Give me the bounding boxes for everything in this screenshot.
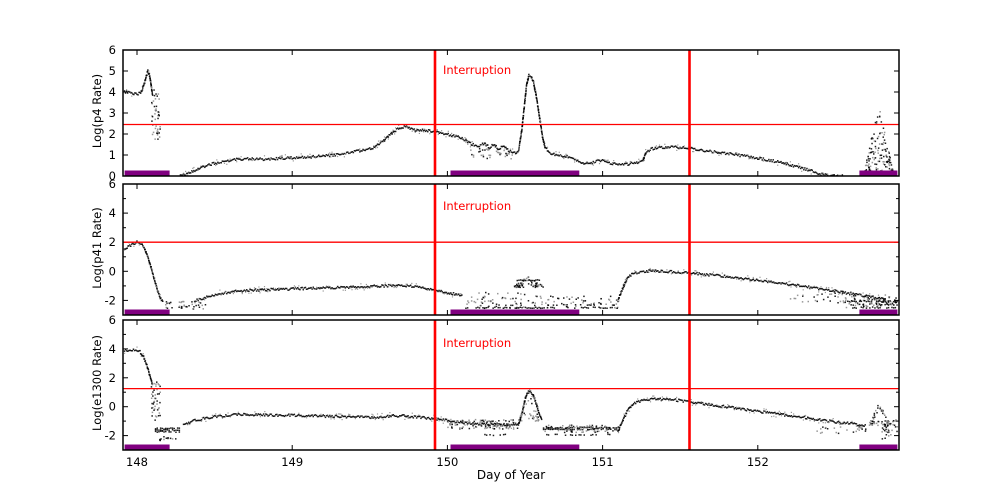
coverage-bar — [450, 170, 580, 176]
svg-text:0: 0 — [109, 264, 116, 278]
svg-text:2: 2 — [109, 235, 116, 249]
svg-text:-2: -2 — [105, 429, 116, 443]
coverage-bar — [859, 309, 898, 315]
svg-text:148: 148 — [126, 455, 148, 469]
svg-text:152: 152 — [747, 455, 769, 469]
coverage-bar — [859, 444, 898, 450]
coverage-bar — [450, 309, 580, 315]
svg-text:4: 4 — [109, 85, 116, 99]
data-points — [123, 240, 898, 310]
svg-text:151: 151 — [592, 455, 614, 469]
svg-text:6: 6 — [109, 177, 116, 191]
svg-text:0: 0 — [109, 400, 116, 414]
panel-p41: -2 0 2 4 6 — [105, 177, 900, 316]
svg-text:150: 150 — [436, 455, 458, 469]
svg-text:6: 6 — [109, 43, 116, 57]
svg-text:149: 149 — [281, 455, 303, 469]
svg-text:6: 6 — [109, 313, 116, 327]
svg-text:4: 4 — [109, 206, 116, 220]
coverage-bar — [859, 170, 898, 176]
coverage-bar — [124, 170, 170, 176]
svg-text:0: 0 — [109, 169, 116, 183]
coverage-bar — [124, 444, 170, 450]
svg-text:2: 2 — [109, 371, 116, 385]
panel-p4: 0 1 2 3 4 5 6 — [109, 43, 900, 183]
panel-e1300: -2 0 2 4 6 148 149 150 151 152 — [105, 313, 900, 469]
coverage-bar — [124, 309, 170, 315]
coverage-bar — [450, 444, 580, 450]
data-points — [123, 69, 894, 176]
svg-text:-2: -2 — [105, 293, 116, 307]
svg-text:3: 3 — [109, 106, 116, 120]
svg-text:4: 4 — [109, 342, 116, 356]
svg-text:1: 1 — [109, 148, 116, 162]
svg-text:5: 5 — [109, 64, 116, 78]
data-points — [123, 346, 899, 442]
svg-text:2: 2 — [109, 127, 116, 141]
